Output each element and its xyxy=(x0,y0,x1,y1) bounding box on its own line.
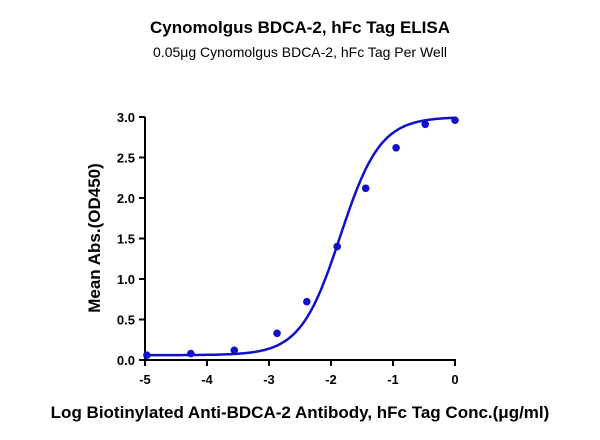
data-point xyxy=(273,329,281,338)
y-tick-label: 2.0 xyxy=(117,191,135,206)
sigmoid-fit-line xyxy=(146,116,455,357)
x-tick-label: -4 xyxy=(201,372,213,387)
data-point xyxy=(361,184,370,193)
x-tick-label: -5 xyxy=(139,372,151,387)
x-tick-label: 0 xyxy=(451,372,458,387)
x-tick-label: -1 xyxy=(387,372,399,387)
chart-subtitle: 0.05μg Cynomolgus BDCA-2, hFc Tag Per We… xyxy=(153,44,447,60)
data-points xyxy=(143,116,459,359)
data-point xyxy=(333,242,342,251)
chart-title: Cynomolgus BDCA-2, hFc Tag ELISA xyxy=(149,18,451,37)
y-tick-label: 0.5 xyxy=(117,313,135,328)
x-axis-label: Log Biotinylated Anti-BDCA-2 Antibody, h… xyxy=(51,403,550,422)
data-point xyxy=(421,120,430,129)
x-tick-label: -2 xyxy=(325,372,337,387)
data-point xyxy=(230,346,239,355)
data-point xyxy=(392,143,400,152)
y-tick-label: 0.0 xyxy=(117,353,135,368)
axes: -5 -4 -3 -2 -1 0 0.0 0.5 1.0 1.5 2.0 2.5 3.0 xyxy=(117,110,459,387)
data-point xyxy=(451,116,459,125)
y-tick-label: 1.5 xyxy=(117,232,135,247)
x-tick-label: -3 xyxy=(263,372,275,387)
y-tick-label: 2.5 xyxy=(117,151,135,166)
y-tick-label: 1.0 xyxy=(117,272,135,287)
fit-curve xyxy=(146,116,455,357)
y-tick-label: 3.0 xyxy=(117,110,135,125)
data-point xyxy=(187,349,195,358)
data-point xyxy=(303,297,311,306)
y-axis-label: Mean Abs.(OD450) xyxy=(85,163,104,313)
data-point xyxy=(143,351,151,359)
